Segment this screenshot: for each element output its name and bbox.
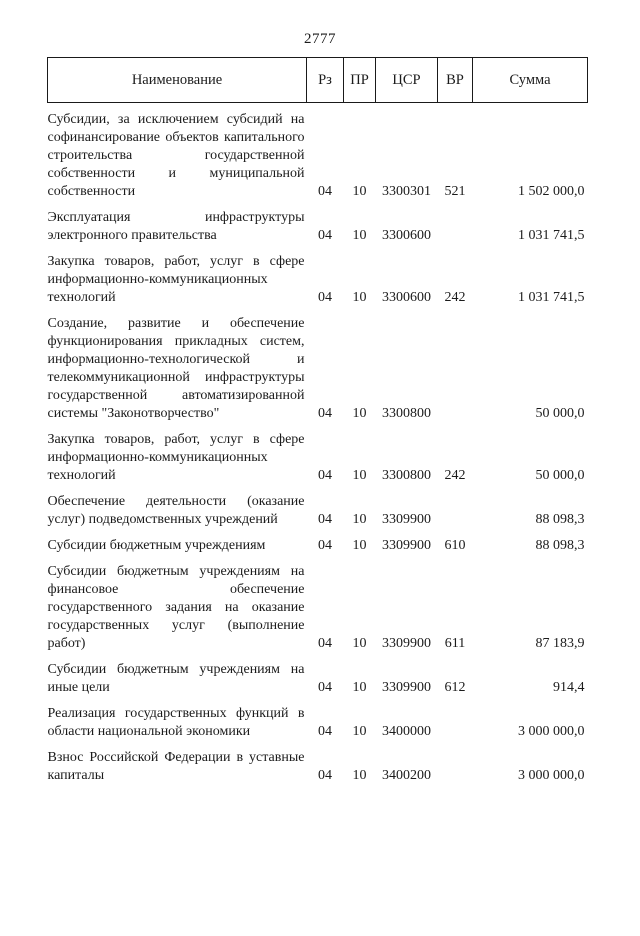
header-vr: ВР bbox=[437, 57, 473, 103]
cell-rz-code: 04 bbox=[318, 512, 332, 527]
table-row: Субсидии бюджетным учреждениям на финанс… bbox=[48, 555, 588, 653]
cell-pr-code: 10 bbox=[352, 680, 367, 695]
cell-pr-code: 10 bbox=[352, 184, 367, 199]
cell-vr-code bbox=[438, 697, 473, 741]
document-page: 2777 Наименование Рз ПР ЦСР ВР Сумма Суб… bbox=[0, 31, 640, 785]
cell-name: Взнос Российской Федерации в уставные ка… bbox=[47, 750, 305, 783]
cell-sum-amount: 1 502 000,0 bbox=[518, 184, 585, 199]
cell-sum-amount: 50 000,0 bbox=[535, 406, 585, 421]
cell-vr-code bbox=[438, 307, 473, 423]
table-row: Субсидии бюджетным учреждениям на иные ц… bbox=[48, 653, 588, 697]
cell-rz-code: 04 bbox=[318, 680, 332, 695]
cell-name: Обеспечение деятельности (оказание услуг… bbox=[47, 494, 305, 527]
cell-vr-code: 610 bbox=[444, 538, 466, 553]
cell-pr-code: 10 bbox=[352, 468, 367, 483]
cell-sum-amount: 50 000,0 bbox=[535, 468, 585, 483]
cell-sum-amount: 3 000 000,0 bbox=[518, 724, 585, 739]
cell-sum-amount: 1 031 741,5 bbox=[518, 290, 585, 305]
cell-vr-code: 611 bbox=[444, 636, 466, 651]
cell-rz-code: 04 bbox=[318, 184, 332, 199]
cell-pr-code: 10 bbox=[352, 636, 367, 651]
cell-vr-code bbox=[438, 201, 473, 245]
header-csr: ЦСР bbox=[375, 57, 438, 103]
header-name: Наименование bbox=[47, 57, 307, 103]
table-row: Реализация государственных функций в обл… bbox=[48, 697, 588, 741]
cell-rz-code: 04 bbox=[318, 468, 332, 483]
cell-pr-code: 10 bbox=[352, 406, 367, 421]
cell-csr-code: 3400000 bbox=[382, 724, 431, 739]
cell-pr-code: 10 bbox=[352, 724, 367, 739]
cell-sum-amount: 88 098,3 bbox=[535, 512, 585, 527]
cell-pr-code: 10 bbox=[352, 538, 367, 553]
cell-sum-amount: 914,4 bbox=[553, 680, 585, 695]
header-sum: Сумма bbox=[472, 57, 588, 103]
cell-name: Создание, развитие и обеспечение функцио… bbox=[47, 316, 305, 421]
table-row: Закупка товаров, работ, услуг в сфере ин… bbox=[48, 423, 588, 485]
cell-pr-code: 10 bbox=[352, 768, 367, 783]
cell-name: Закупка товаров, работ, услуг в сфере ин… bbox=[47, 254, 305, 305]
cell-csr-code: 3400200 bbox=[382, 768, 431, 783]
cell-vr-code: 612 bbox=[444, 680, 466, 695]
cell-sum-amount: 1 031 741,5 bbox=[518, 228, 585, 243]
page-number: 2777 bbox=[304, 31, 336, 47]
budget-table: Наименование Рз ПР ЦСР ВР Сумма Субсидии… bbox=[47, 57, 588, 785]
cell-name: Субсидии бюджетным учреждениям bbox=[47, 538, 266, 553]
cell-vr-code bbox=[438, 741, 473, 785]
cell-rz-code: 04 bbox=[318, 636, 332, 651]
cell-pr-code: 10 bbox=[352, 512, 367, 527]
table-row: Эксплуатация инфраструктуры электронного… bbox=[48, 201, 588, 245]
cell-rz-code: 04 bbox=[318, 228, 332, 243]
table-row: Создание, развитие и обеспечение функцио… bbox=[48, 307, 588, 423]
table-body: Субсидии, за исключением субсидий на соф… bbox=[48, 103, 588, 786]
cell-name: Эксплуатация инфраструктуры электронного… bbox=[47, 210, 305, 243]
cell-name: Субсидии бюджетным учреждениям на финанс… bbox=[47, 564, 305, 651]
cell-vr-code: 242 bbox=[444, 290, 466, 305]
cell-csr-code: 3300800 bbox=[382, 468, 431, 483]
cell-csr-code: 3300600 bbox=[382, 290, 431, 305]
header-rz: Рз bbox=[306, 57, 344, 103]
cell-rz-code: 04 bbox=[318, 724, 332, 739]
cell-pr-code: 10 bbox=[352, 228, 367, 243]
table-row: Взнос Российской Федерации в уставные ка… bbox=[48, 741, 588, 785]
cell-csr-code: 3309900 bbox=[382, 512, 431, 527]
cell-vr-code: 242 bbox=[444, 468, 466, 483]
cell-csr-code: 3309900 bbox=[382, 636, 431, 651]
cell-rz-code: 04 bbox=[318, 406, 332, 421]
cell-csr-code: 3309900 bbox=[382, 680, 431, 695]
cell-csr-code: 3300301 bbox=[382, 184, 431, 199]
cell-pr-code: 10 bbox=[352, 290, 367, 305]
cell-vr-code: 521 bbox=[444, 184, 466, 199]
table-row: Субсидии, за исключением субсидий на соф… bbox=[48, 103, 588, 202]
cell-vr-code bbox=[438, 485, 473, 529]
cell-csr-code: 3309900 bbox=[382, 538, 431, 553]
cell-sum-amount: 3 000 000,0 bbox=[518, 768, 585, 783]
header-pr: ПР bbox=[343, 57, 376, 103]
cell-name: Субсидии, за исключением субсидий на соф… bbox=[47, 112, 305, 199]
cell-rz-code: 04 bbox=[318, 538, 332, 553]
cell-csr-code: 3300600 bbox=[382, 228, 431, 243]
cell-csr-code: 3300800 bbox=[382, 406, 431, 421]
cell-name: Субсидии бюджетным учреждениям на иные ц… bbox=[47, 662, 305, 695]
cell-rz-code: 04 bbox=[318, 290, 332, 305]
table-header-row: Наименование Рз ПР ЦСР ВР Сумма bbox=[47, 57, 588, 103]
table-row: Закупка товаров, работ, услуг в сфере ин… bbox=[48, 245, 588, 307]
cell-name: Закупка товаров, работ, услуг в сфере ин… bbox=[47, 432, 305, 483]
table-row: Субсидии бюджетным учреждениям 04 10 330… bbox=[48, 529, 588, 555]
cell-sum-amount: 87 183,9 bbox=[535, 636, 585, 651]
table-row: Обеспечение деятельности (оказание услуг… bbox=[48, 485, 588, 529]
cell-name: Реализация государственных функций в обл… bbox=[47, 706, 305, 739]
cell-sum-amount: 88 098,3 bbox=[535, 538, 585, 553]
cell-rz-code: 04 bbox=[318, 768, 332, 783]
